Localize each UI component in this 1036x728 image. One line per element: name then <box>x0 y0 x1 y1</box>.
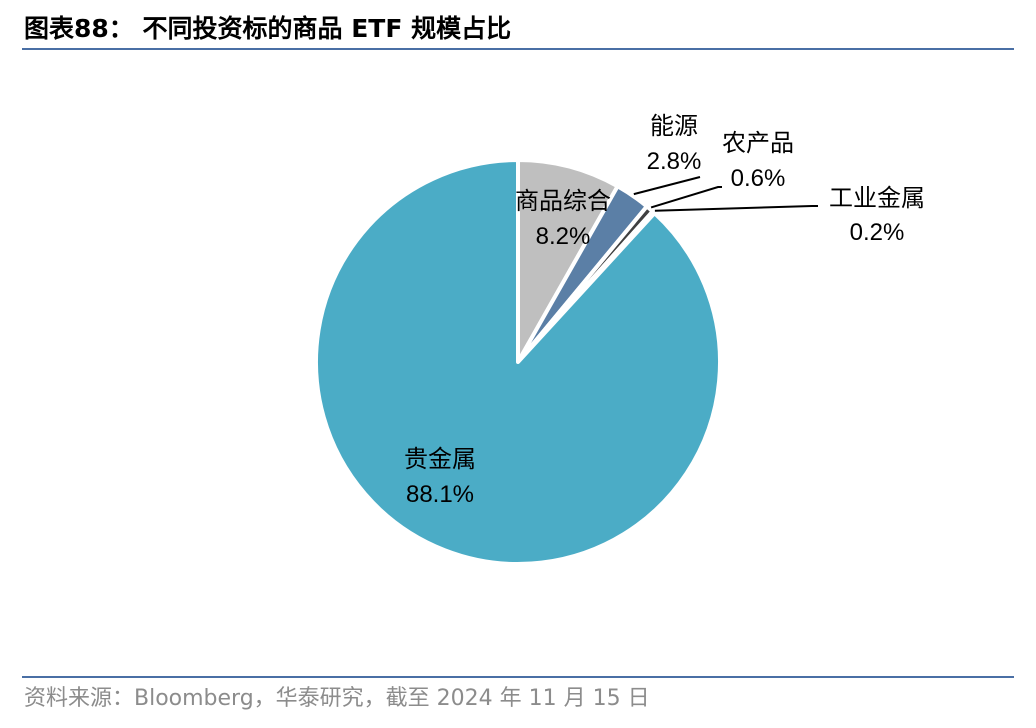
pie-slices <box>314 158 722 566</box>
slice-label-name: 能源 <box>650 112 698 140</box>
slice-label-name: 贵金属 <box>404 445 476 473</box>
slice-label-name: 工业金属 <box>829 184 925 212</box>
slice-label-value: 2.8% <box>647 148 702 175</box>
slice-label-value: 0.6% <box>731 165 786 192</box>
leader-line <box>633 176 701 196</box>
source-note: 资料来源：Bloomberg，华泰研究，截至 2024 年 11 月 15 日 <box>24 686 650 711</box>
pie-slice <box>516 158 620 364</box>
slice-label-value: 8.2% <box>536 223 591 250</box>
leader-line <box>654 205 818 212</box>
slice-label-name: 农产品 <box>722 129 794 157</box>
leader-lines <box>633 176 818 212</box>
title-underline <box>22 48 1014 50</box>
slice-label-value: 88.1% <box>406 481 474 508</box>
source-rule <box>22 676 1014 678</box>
pie-slice <box>314 158 722 566</box>
slice-labels: 商品综合 8.2% 能源 2.8% 农产品 0.6% 工业金属 0.2% 贵金属… <box>404 112 925 508</box>
leader-line <box>650 186 722 209</box>
figure-title: 图表88： 不同投资标的商品 ETF 规模占比 <box>24 14 512 43</box>
slice-label-name: 商品综合 <box>515 187 611 215</box>
slice-label-value: 0.2% <box>850 219 905 246</box>
